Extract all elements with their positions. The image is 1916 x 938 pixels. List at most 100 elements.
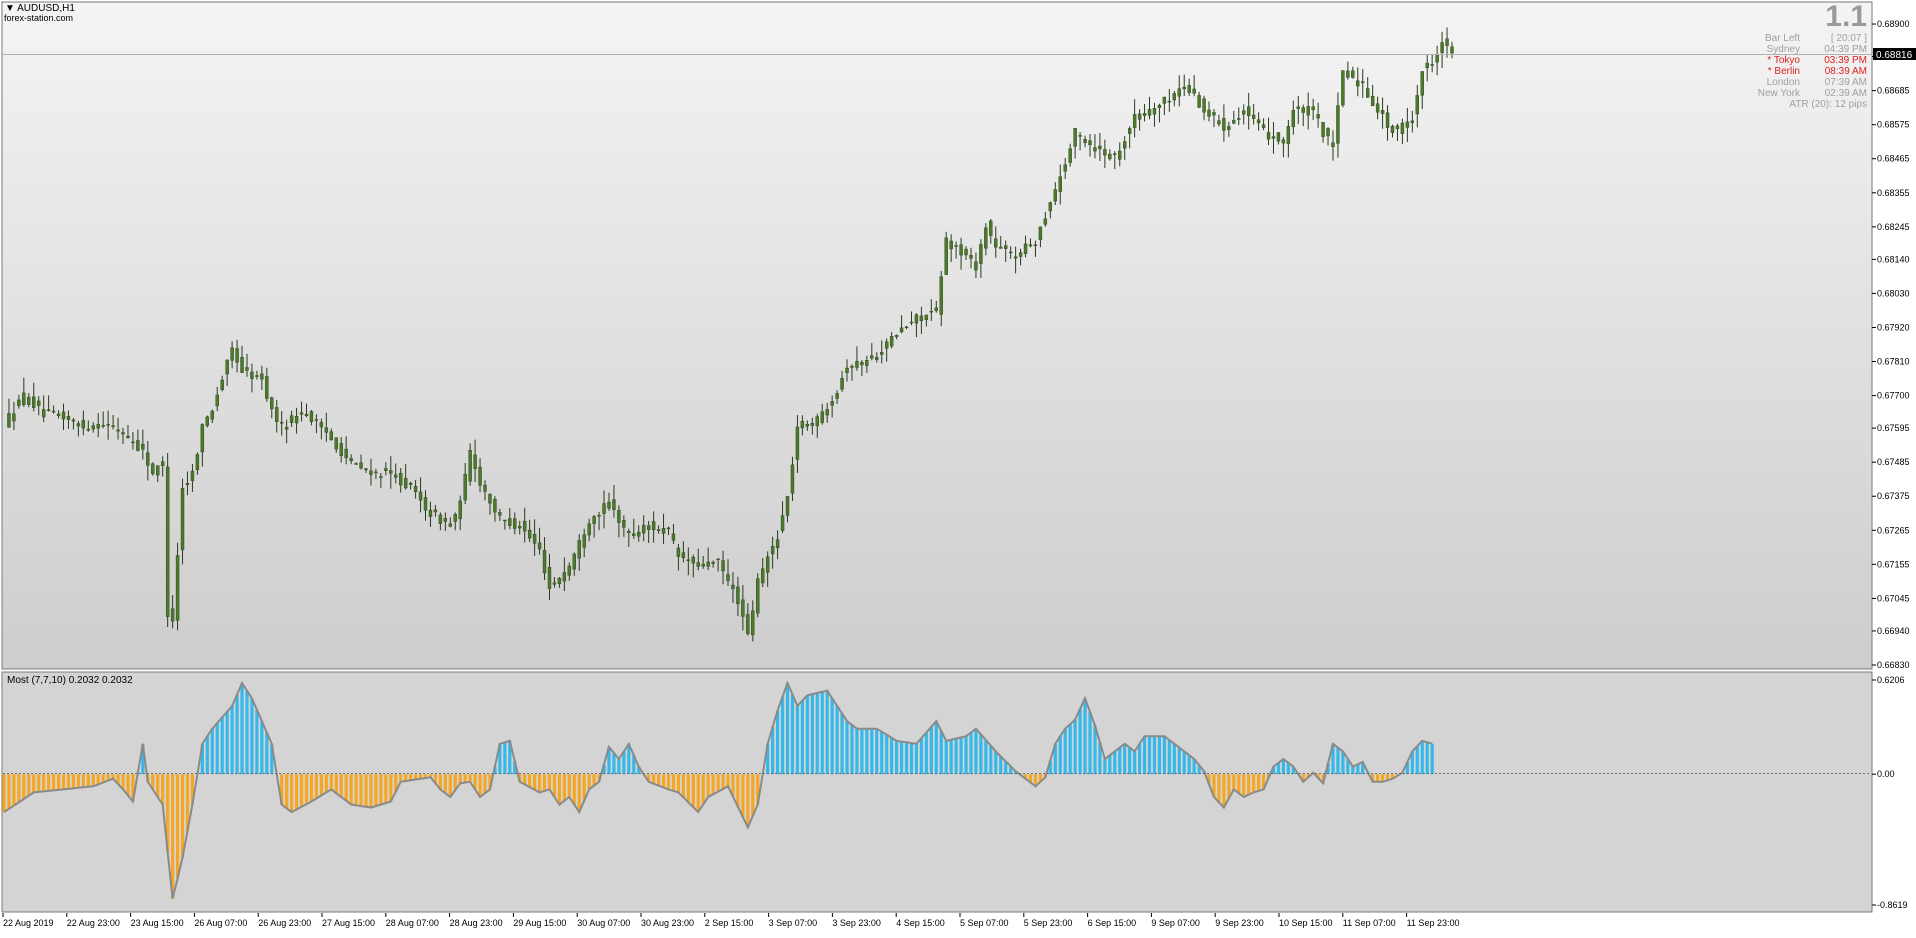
price-axis-label: 0.67595 [1877, 423, 1910, 433]
time-axis-label: 30 Aug 07:00 [577, 918, 630, 928]
candle-body [126, 435, 130, 439]
candle-body [587, 523, 591, 536]
candle-body [1068, 148, 1072, 163]
candle-body [1058, 176, 1062, 192]
candle-body [681, 552, 686, 558]
candle-body [1276, 132, 1281, 142]
candle-body [275, 407, 279, 422]
candle-body [299, 412, 304, 415]
candle-body [463, 473, 467, 501]
main-chart-area[interactable] [1, 1, 1873, 670]
candle-body [1202, 98, 1206, 113]
candle-body [785, 496, 790, 516]
candle-body [1053, 189, 1057, 202]
candle-body [1237, 118, 1241, 120]
candle-body [622, 520, 626, 528]
candle-body [537, 542, 542, 550]
candle-body [845, 367, 849, 373]
candle-body [1291, 110, 1296, 128]
candle-body [1375, 103, 1380, 113]
candle-body [850, 365, 854, 368]
candle-body [780, 515, 785, 531]
candle-body [939, 276, 943, 315]
candle-body [775, 539, 780, 549]
candle-body [1172, 93, 1177, 101]
time-axis-label: 4 Sep 15:00 [896, 918, 945, 928]
candle-body [344, 448, 348, 459]
candle-body [835, 393, 839, 399]
candle-body [1227, 126, 1231, 130]
info-row-value: 04:39 PM [1824, 44, 1867, 55]
candle-body [1326, 128, 1330, 137]
candle-body [349, 458, 353, 461]
candle-body [577, 540, 581, 559]
candle-body [319, 422, 324, 428]
info-row: * Tokyo 03:39 PM [1700, 55, 1867, 66]
price-axis-label: 0.66940 [1877, 626, 1910, 636]
candle-body [934, 307, 938, 311]
price-axis-label: 0.68030 [1877, 288, 1910, 298]
candle-body [1078, 135, 1082, 137]
candle-body [294, 416, 299, 424]
candle-body [468, 449, 472, 482]
time-axis-label: 11 Sep 07:00 [1343, 918, 1396, 928]
price-axis-label: 0.67045 [1877, 593, 1910, 603]
candle-body [111, 425, 115, 427]
candle-body [1167, 100, 1172, 103]
candle-body [131, 441, 135, 444]
candle-body [27, 396, 31, 405]
info-panel: Bar Left [ 20:07 ] Sydney 04:39 PM * Tokyo 03… [1700, 33, 1867, 110]
candle-body [170, 608, 175, 622]
candle-body [870, 355, 874, 359]
candle-body [820, 411, 824, 423]
candle-body [1137, 113, 1142, 120]
candle-body [1192, 88, 1196, 94]
indicator-area[interactable] [1, 671, 1873, 913]
info-row-value: 02:39 AM [1824, 88, 1867, 99]
candle-body [225, 359, 229, 375]
candle-body [86, 428, 91, 431]
candle-body [1073, 128, 1077, 147]
candle-body [369, 470, 373, 475]
atr-label: ATR (20): 12 pips [1789, 99, 1867, 110]
candle-body [1405, 121, 1410, 128]
candle-body [151, 463, 155, 474]
candle-body [790, 464, 795, 494]
dropdown-triangle-icon[interactable]: ▼ [5, 3, 15, 14]
candle-body [875, 356, 879, 360]
symbol-header[interactable]: ▼ AUDUSD,H1 [5, 3, 75, 14]
candle-body [1286, 126, 1291, 144]
candle-body [423, 497, 428, 511]
time-axis-label: 3 Sep 23:00 [832, 918, 881, 928]
candle-body [676, 547, 681, 557]
candle-body [1103, 149, 1107, 156]
candle-body [1271, 136, 1276, 139]
candle-body [751, 610, 755, 636]
price-axis-label: 0.67265 [1877, 525, 1910, 535]
candle-body [686, 559, 691, 562]
candle-body [830, 401, 834, 406]
candle-body [7, 413, 11, 428]
candle-body [304, 413, 309, 416]
candle-body [1316, 114, 1320, 119]
info-row-name: Sydney [1766, 44, 1800, 55]
candle-body [1415, 95, 1419, 115]
candle-body [210, 410, 214, 420]
candle-body [309, 411, 314, 422]
candle-body [81, 419, 86, 429]
candle-body [979, 244, 983, 264]
candle-body [602, 503, 606, 514]
candle-body [1440, 42, 1444, 53]
candle-body [899, 327, 904, 333]
candle-body [542, 549, 547, 574]
candle-body [1390, 125, 1395, 133]
candle-body [919, 315, 924, 322]
candle-body [959, 244, 963, 256]
info-row-value: 03:39 PM [1824, 55, 1867, 66]
candle-body [1217, 120, 1221, 125]
candle-body [984, 227, 988, 249]
candle-body [904, 326, 909, 328]
candle-body [1246, 106, 1251, 116]
time-axis-label: 22 Aug 2019 [3, 918, 54, 928]
